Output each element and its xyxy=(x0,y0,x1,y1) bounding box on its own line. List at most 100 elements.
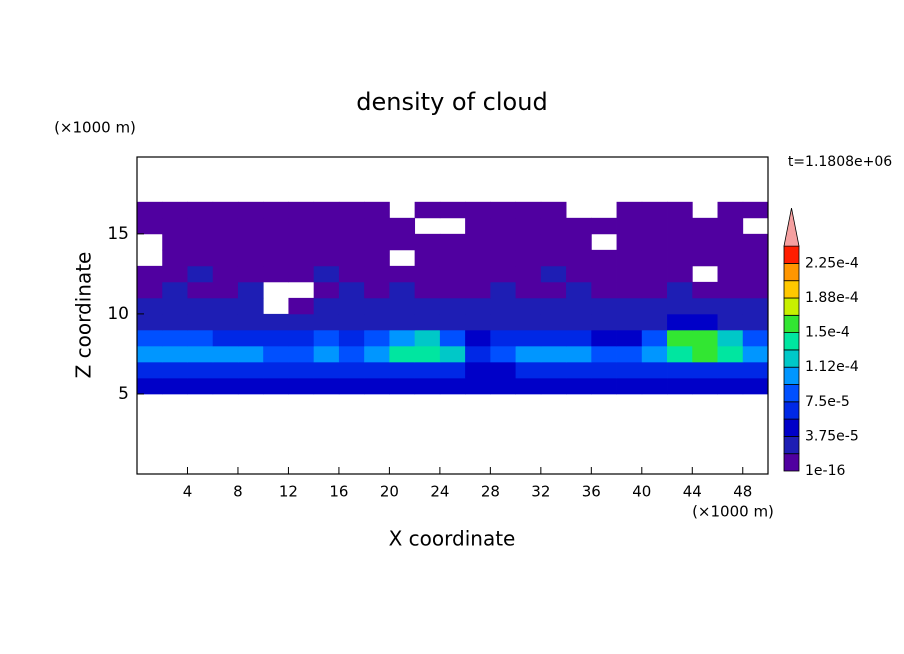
contour-cell xyxy=(540,329,567,347)
contour-cell xyxy=(616,361,643,379)
contour-cell xyxy=(616,377,643,395)
contour-cell xyxy=(717,377,744,395)
contour-cell xyxy=(288,201,315,219)
colorbar-label: 1.88e-4 xyxy=(805,290,859,306)
contour-cell xyxy=(389,281,416,299)
contour-cell xyxy=(742,201,769,219)
contour-cell xyxy=(263,377,289,395)
contour-cell xyxy=(465,201,491,219)
contour-cell xyxy=(742,377,769,395)
contour-cell xyxy=(237,377,264,395)
contour-cell xyxy=(414,201,441,219)
contour-cell xyxy=(717,233,744,251)
contour-cell xyxy=(313,377,340,395)
x-tick-label: 48 xyxy=(733,483,752,501)
contour-cell xyxy=(490,217,516,235)
contour-cell xyxy=(667,281,693,299)
contour-cell xyxy=(389,361,416,379)
contour-cell xyxy=(540,201,567,219)
contour-cell xyxy=(414,249,441,267)
contour-cell xyxy=(414,377,441,395)
contour-cell xyxy=(465,361,491,379)
contour-cell xyxy=(364,217,390,235)
contour-cell xyxy=(187,217,214,235)
contour-cell xyxy=(641,281,668,299)
contour-cell xyxy=(465,265,491,283)
contour-cell xyxy=(162,201,188,219)
contour-cell xyxy=(389,233,416,251)
contour-cell xyxy=(667,201,693,219)
contour-cell xyxy=(566,313,592,331)
contour-cell xyxy=(338,233,365,251)
contour-cell xyxy=(187,201,214,219)
contour-cell xyxy=(566,281,592,299)
contour-cell xyxy=(338,361,365,379)
contour-cell xyxy=(313,281,340,299)
contour-cell xyxy=(717,281,744,299)
contour-cell xyxy=(187,297,214,315)
contour-cell xyxy=(439,297,466,315)
contour-cell xyxy=(616,265,643,283)
contour-cell xyxy=(364,233,390,251)
contour-cell xyxy=(667,249,693,267)
contour-cell xyxy=(641,233,668,251)
contour-cell xyxy=(162,329,188,347)
contour-cell xyxy=(742,281,769,299)
contour-cell xyxy=(465,233,491,251)
contour-cell xyxy=(288,249,315,267)
contour-cell xyxy=(338,281,365,299)
contour-cell xyxy=(667,377,693,395)
x-tick-label: 24 xyxy=(430,483,449,501)
contour-cell xyxy=(263,345,289,363)
colorbar-label: 3.75e-5 xyxy=(805,428,859,444)
contour-cell xyxy=(313,249,340,267)
chart-title: density of cloud xyxy=(356,88,547,116)
contour-cell xyxy=(591,297,617,315)
contour-cell xyxy=(338,265,365,283)
x-tick-label: 8 xyxy=(233,483,243,501)
contour-cell xyxy=(137,313,163,331)
contour-cell xyxy=(641,377,668,395)
contour-cell xyxy=(540,265,567,283)
contour-cell xyxy=(692,233,718,251)
contour-cell xyxy=(162,265,188,283)
contour-cell xyxy=(515,345,542,363)
contour-cell xyxy=(389,297,416,315)
contour-cell xyxy=(616,217,643,235)
contour-cell xyxy=(515,361,542,379)
contour-cell xyxy=(162,313,188,331)
contour-cell xyxy=(288,233,315,251)
contour-cell xyxy=(591,313,617,331)
contour-cell xyxy=(641,361,668,379)
contour-cell xyxy=(515,377,542,395)
contour-cell xyxy=(717,345,744,363)
colorbar-box xyxy=(783,418,800,437)
contour-cell xyxy=(439,201,466,219)
contour-cell xyxy=(313,297,340,315)
contour-cell xyxy=(742,233,769,251)
contour-cell xyxy=(389,329,416,347)
contour-cell xyxy=(439,233,466,251)
contour-cell xyxy=(641,265,668,283)
contour-cell xyxy=(616,313,643,331)
contour-cell xyxy=(414,265,441,283)
contour-cell xyxy=(616,249,643,267)
contour-cell xyxy=(540,297,567,315)
contour-cell xyxy=(465,281,491,299)
contour-cell xyxy=(465,249,491,267)
contour-cell xyxy=(540,361,567,379)
contour-cell xyxy=(641,201,668,219)
y-unit: (×1000 m) xyxy=(54,119,136,137)
contour-cell xyxy=(313,313,340,331)
contour-cell xyxy=(389,377,416,395)
contour-cell xyxy=(692,377,718,395)
contour-cell xyxy=(187,233,214,251)
contour-cell xyxy=(667,345,693,363)
contour-cell xyxy=(717,313,744,331)
contour-cell xyxy=(237,201,264,219)
contour-cell xyxy=(137,329,163,347)
contour-cell xyxy=(137,217,163,235)
contour-cell xyxy=(667,233,693,251)
colorbar-box xyxy=(783,262,800,282)
